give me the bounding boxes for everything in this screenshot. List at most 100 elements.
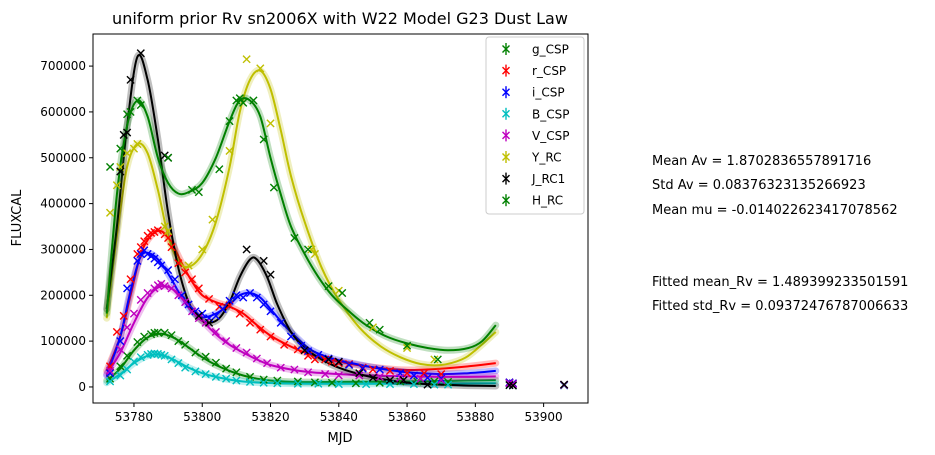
marker-stroke: [215, 165, 224, 174]
data-point-g-csp: [211, 358, 220, 367]
data-point-r-csp: [334, 359, 343, 368]
data-point-j-rc1: [560, 380, 569, 389]
marker-stroke: [174, 359, 183, 368]
marker-stroke: [123, 128, 132, 137]
data-point-i-csp: [375, 365, 384, 374]
marker-stroke: [123, 284, 132, 293]
marker-stroke: [218, 304, 227, 314]
marker-stroke: [123, 351, 132, 360]
marker-stroke: [191, 367, 200, 376]
marker-stroke: [402, 369, 412, 378]
data-point-v-csp: [181, 298, 190, 307]
marker-stroke: [215, 302, 224, 311]
marker-stroke: [150, 349, 159, 358]
marker-stroke: [164, 233, 173, 243]
marker-stroke: [204, 318, 214, 327]
legend-marker: [502, 196, 510, 205]
marker-stroke: [116, 371, 125, 380]
data-point-r-csp: [133, 249, 142, 259]
data-point-v-csp: [167, 284, 176, 293]
data-point-i-csp: [211, 311, 220, 321]
marker-stroke: [385, 375, 395, 385]
marker-stroke: [423, 380, 432, 389]
data-point-h-rc: [215, 165, 224, 174]
marker-stroke: [160, 222, 169, 231]
marker-stroke: [153, 328, 162, 337]
data-point-g-csp: [116, 362, 125, 371]
marker-stroke: [126, 275, 135, 284]
data-point-i-csp: [157, 261, 166, 270]
marker-stroke: [181, 340, 190, 349]
data-point-y-rc: [430, 355, 439, 364]
data-point-r-csp: [368, 365, 378, 374]
marker-stroke: [157, 279, 166, 288]
marker-stroke: [225, 296, 234, 305]
marker-stroke: [375, 325, 384, 334]
marker-stroke: [133, 139, 142, 149]
marker-stroke: [368, 373, 378, 382]
marker-stroke: [273, 379, 282, 388]
legend-label: H_RC: [532, 194, 563, 208]
data-point-b-csp: [232, 376, 241, 385]
data-point-j-rc1: [204, 318, 214, 327]
marker-stroke: [232, 291, 241, 300]
data-point-g-csp: [167, 331, 176, 340]
data-point-r-csp: [119, 311, 128, 321]
marker-stroke: [105, 377, 115, 386]
data-point-v-csp: [136, 295, 145, 304]
marker-stroke: [211, 358, 220, 367]
data-point-h-rc: [375, 325, 384, 334]
marker-stroke: [505, 379, 514, 388]
marker-stroke: [112, 327, 121, 337]
marker-stroke: [402, 343, 412, 353]
legend-label: i_CSP: [532, 86, 565, 100]
marker-stroke: [409, 371, 418, 380]
data-point-v-csp: [105, 366, 115, 376]
data-point-j-rc1: [242, 245, 251, 254]
data-point-r-csp: [256, 325, 265, 334]
data-point-b-csp: [293, 379, 302, 388]
data-point-g-csp: [430, 377, 439, 386]
marker-stroke: [181, 298, 190, 307]
marker-stroke: [235, 94, 244, 103]
data-point-j-rc1: [324, 355, 333, 364]
legend-label: r_CSP: [532, 64, 566, 78]
marker-stroke: [324, 355, 333, 364]
data-point-h-rc: [303, 245, 313, 254]
marker-stroke: [136, 49, 145, 58]
data-point-h-rc: [187, 185, 197, 194]
data-point-y-rc: [368, 323, 378, 332]
model-curve-y-rc: [105, 69, 497, 367]
data-point-g-csp: [222, 364, 231, 373]
data-point-h-rc: [225, 116, 234, 126]
marker-stroke: [252, 293, 261, 302]
marker-stroke: [105, 366, 115, 376]
marker-stroke: [368, 365, 378, 374]
marker-stroke: [245, 318, 255, 327]
data-point-i-csp: [239, 293, 248, 302]
legend-marker: [502, 88, 510, 97]
data-point-b-csp: [273, 379, 282, 388]
legend-entry-h-rc: H_RC: [502, 194, 563, 208]
data-point-b-csp: [167, 355, 176, 364]
marker-stroke: [222, 337, 231, 346]
data-point-j-rc1: [136, 49, 145, 58]
y-tick-label: 100000: [40, 334, 86, 348]
marker-stroke: [232, 376, 241, 385]
marker-stroke: [194, 314, 203, 323]
marker-stroke: [303, 368, 313, 377]
data-point-r-csp: [181, 268, 190, 277]
marker-stroke: [430, 380, 439, 389]
marker-stroke: [116, 345, 125, 354]
data-point-g-csp: [351, 379, 360, 388]
data-point-g-csp: [160, 328, 169, 337]
data-point-r-csp: [126, 275, 135, 284]
marker-stroke: [266, 307, 275, 316]
marker-stroke: [167, 243, 176, 252]
data-point-b-csp: [443, 380, 453, 389]
marker-stroke: [239, 293, 248, 302]
x-axis: 53780 53800 53820 53840 53860 53880 53900: [115, 403, 563, 424]
legend-entry-v-csp: V_CSP: [502, 129, 569, 143]
legend-frame: [485, 36, 585, 215]
data-point-h-rc: [194, 188, 203, 197]
